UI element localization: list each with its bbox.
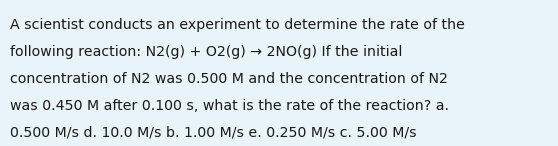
Text: concentration of N2 was 0.500 M and the concentration of N2: concentration of N2 was 0.500 M and the …	[10, 72, 448, 86]
Text: A scientist conducts an experiment to determine the rate of the: A scientist conducts an experiment to de…	[10, 18, 465, 32]
Text: following reaction: N2(g) + O2(g) → 2NO(g) If the initial: following reaction: N2(g) + O2(g) → 2NO(…	[10, 45, 402, 59]
Text: 0.500 M/s d. 10.0 M/s b. 1.00 M/s e. 0.250 M/s c. 5.00 M/s: 0.500 M/s d. 10.0 M/s b. 1.00 M/s e. 0.2…	[10, 126, 417, 140]
Text: was 0.450 M after 0.100 s, what is the rate of the reaction? a.: was 0.450 M after 0.100 s, what is the r…	[10, 99, 449, 113]
